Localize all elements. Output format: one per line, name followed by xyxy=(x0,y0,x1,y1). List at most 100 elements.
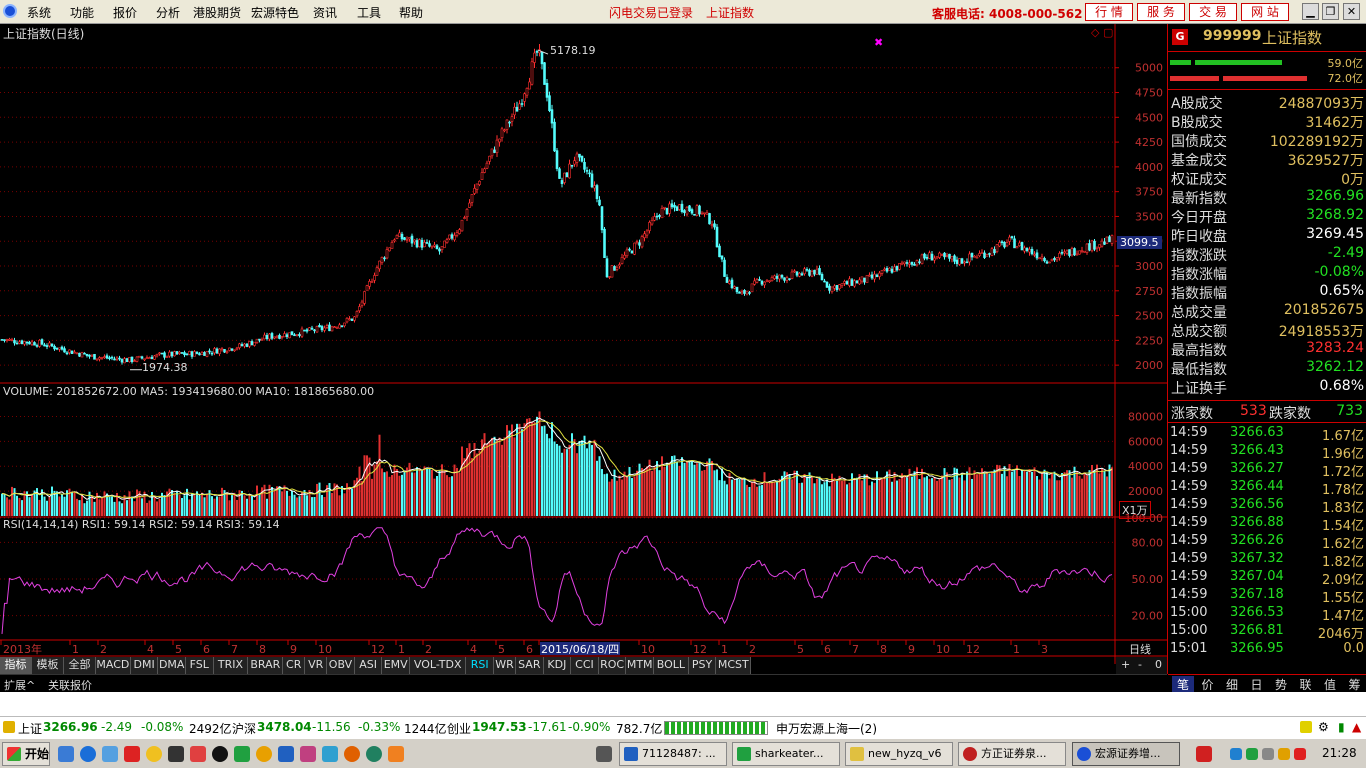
notify-icon[interactable] xyxy=(1300,721,1312,733)
indicator-tab-wr[interactable]: WR xyxy=(494,657,516,674)
sh-label[interactable]: 上证 xyxy=(18,722,43,736)
service-button[interactable]: 服 务 xyxy=(1137,3,1185,21)
indicator-tab-psy[interactable]: PSY xyxy=(688,657,717,674)
trade-button[interactable]: 交 易 xyxy=(1189,3,1237,21)
event-marker-icon[interactable]: ✖ xyxy=(874,36,884,49)
menu-tools[interactable]: 工具 xyxy=(357,6,382,20)
smiley-icon[interactable] xyxy=(146,746,162,762)
panel-tab[interactable]: 势 xyxy=(1274,678,1287,692)
panel-tab[interactable]: 价 xyxy=(1201,678,1214,692)
indicator-tab-指标[interactable]: 指标 xyxy=(0,657,32,674)
tray-ime-icon[interactable] xyxy=(1278,748,1290,760)
indicator-tab-cr[interactable]: CR xyxy=(283,657,306,674)
start-button[interactable]: 开始 xyxy=(2,742,50,766)
indicator-tab-boll[interactable]: BOLL xyxy=(654,657,689,674)
tray-network-icon[interactable] xyxy=(1230,748,1242,760)
panel-tab[interactable]: 细 xyxy=(1225,678,1238,692)
app-icon-7[interactable] xyxy=(344,746,360,762)
indicator-tab-brar[interactable]: BRAR xyxy=(248,657,284,674)
alert-icon[interactable]: ▲ xyxy=(1352,720,1362,734)
menu-system[interactable]: 系统 xyxy=(27,6,52,20)
panel-tab[interactable]: 笔 xyxy=(1172,676,1194,693)
indicator-tab-vol-tdx[interactable]: VOL-TDX xyxy=(410,657,467,674)
website-button[interactable]: 网 站 xyxy=(1241,3,1289,21)
app-icon-9[interactable] xyxy=(388,746,404,762)
indicator-tab-macd[interactable]: MACD xyxy=(96,657,131,674)
menu-hk-futures[interactable]: 港股期货 xyxy=(193,6,242,20)
indicator-tab-cci[interactable]: CCI xyxy=(571,657,599,674)
server-name[interactable]: 申万宏源上海一(2) xyxy=(776,722,877,736)
panel-tab[interactable]: 联 xyxy=(1299,678,1312,692)
volume-bar xyxy=(486,443,488,516)
keyboard-icon[interactable] xyxy=(596,746,612,762)
app-icon-2[interactable] xyxy=(190,746,206,762)
indicator-tab-sar[interactable]: SAR xyxy=(516,657,544,674)
tray-security-icon[interactable] xyxy=(1246,748,1258,760)
signal-icon[interactable]: ▮ xyxy=(1338,720,1345,734)
zoom-in-button[interactable]: + xyxy=(1121,658,1131,671)
taskbar-window-1[interactable]: 71128487: ... xyxy=(619,742,727,766)
zoom-out-button[interactable]: - xyxy=(1138,658,1142,671)
hs-label[interactable]: 沪深 xyxy=(232,722,257,736)
indicator-tab-vr[interactable]: VR xyxy=(305,657,328,674)
menu-function[interactable]: 功能 xyxy=(70,6,95,20)
menu-help[interactable]: 帮助 xyxy=(399,6,424,20)
taskbar-window-4[interactable]: 方正证券泉... xyxy=(958,742,1066,766)
indicator-tab-rsi[interactable]: RSI xyxy=(466,657,494,674)
indicator-tab-dmi[interactable]: DMI xyxy=(130,657,159,674)
media-icon[interactable] xyxy=(168,746,184,762)
chart-toggle-icon[interactable]: ◇ ▢ xyxy=(1091,26,1114,39)
app-icon-3[interactable] xyxy=(234,746,250,762)
period-label[interactable]: 日线 xyxy=(1129,643,1151,656)
indicator-tab-mcst[interactable]: MCST xyxy=(716,657,752,674)
chrome-icon[interactable] xyxy=(256,746,272,762)
menu-news[interactable]: 资讯 xyxy=(313,6,338,20)
indicator-tab-模板[interactable]: 模板 xyxy=(32,657,64,674)
app-icon-8[interactable] xyxy=(366,746,382,762)
panel-tab[interactable]: 日 xyxy=(1250,678,1263,692)
indicator-tab-kdj[interactable]: KDJ xyxy=(543,657,572,674)
indicator-tab-roc[interactable]: ROC xyxy=(598,657,627,674)
indicator-tab-mtm[interactable]: MTM xyxy=(626,657,654,674)
app-icon-1[interactable] xyxy=(124,746,140,762)
taskbar-window-2[interactable]: sharkeater... xyxy=(732,742,840,766)
indicator-tab-dma[interactable]: DMA xyxy=(158,657,186,674)
menu-hongyuan[interactable]: 宏源特色 xyxy=(251,6,300,20)
menu-quote[interactable]: 报价 xyxy=(113,6,138,20)
indicator-tab-emv[interactable]: EMV xyxy=(382,657,410,674)
related-quote-tab[interactable]: 关联报价 xyxy=(48,679,92,692)
browser-icon[interactable] xyxy=(80,746,96,762)
indicator-tab-asi[interactable]: ASI xyxy=(354,657,383,674)
app-icon-6[interactable] xyxy=(322,746,338,762)
panel-tab[interactable]: 筹 xyxy=(1348,678,1361,692)
indicator-tab-全部[interactable]: 全部 xyxy=(64,657,96,674)
taskbar-window-3[interactable]: new_hyzq_v6 xyxy=(845,742,953,766)
qq-icon[interactable] xyxy=(212,746,228,762)
indicator-tab-trix[interactable]: TRIX xyxy=(213,657,249,674)
taskbar-window-5-active[interactable]: 宏源证券增... xyxy=(1072,742,1180,766)
tray-alert-icon[interactable] xyxy=(1294,748,1306,760)
folder-icon[interactable] xyxy=(102,746,118,762)
indicator-tab-obv[interactable]: OBV xyxy=(327,657,355,674)
chart-canvas[interactable]: 2000225025002750300032503500375040004250… xyxy=(0,24,1167,674)
app-icon-4[interactable] xyxy=(278,746,294,762)
expand-tab[interactable]: 扩展^ xyxy=(4,679,36,692)
tray-volume-icon[interactable] xyxy=(1262,748,1274,760)
cy-label[interactable]: 创业 xyxy=(447,722,472,736)
market-icon[interactable] xyxy=(3,721,15,733)
ie-icon[interactable] xyxy=(58,746,74,762)
panel-tab[interactable]: 值 xyxy=(1323,678,1336,692)
quotes-button[interactable]: 行 情 xyxy=(1085,3,1133,21)
tray-app-icon[interactable] xyxy=(1196,746,1212,762)
clock[interactable]: 21:28 xyxy=(1322,746,1357,760)
menu-analysis[interactable]: 分析 xyxy=(156,6,181,20)
close-icon[interactable]: ✕ xyxy=(1343,3,1360,20)
tools-icon[interactable]: ⚙ xyxy=(1318,720,1329,734)
app-icon-5[interactable] xyxy=(300,746,316,762)
tick-row: 14:59 3267.04 2.09亿 xyxy=(1170,569,1364,588)
restore-icon[interactable]: ❐ xyxy=(1322,3,1339,20)
minimize-icon[interactable]: ▁ xyxy=(1302,3,1319,20)
indicator-tab-fsl[interactable]: FSL xyxy=(186,657,214,674)
zoom-reset-button[interactable]: 0 xyxy=(1155,658,1162,671)
app-logo-icon[interactable] xyxy=(3,4,17,18)
